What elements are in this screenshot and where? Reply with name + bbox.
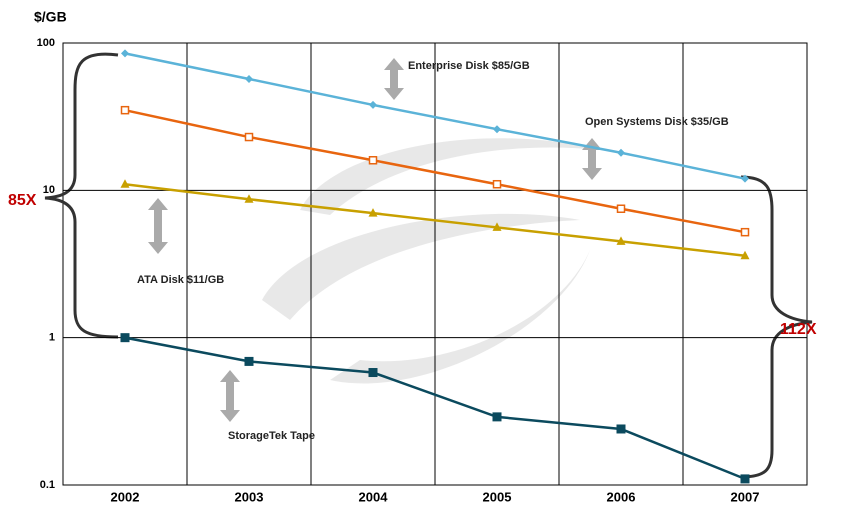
annotation: 112X (780, 321, 817, 338)
point (120, 179, 130, 188)
series-label: Enterprise Disk $85/GB (408, 60, 530, 72)
watermark-logo (262, 138, 600, 384)
point (616, 424, 626, 434)
point (740, 474, 750, 484)
series-line (124, 336, 746, 481)
point (740, 227, 750, 237)
y-tick-label: 0.1 (40, 479, 55, 491)
point (368, 368, 378, 378)
point (740, 250, 750, 260)
annotation: 85X (8, 192, 37, 209)
series-label: ATA Disk $11/GB (137, 274, 224, 286)
point (493, 125, 501, 134)
point (741, 174, 749, 183)
x-tick-label: 2007 (731, 489, 760, 504)
x-tick-label: 2005 (483, 489, 512, 504)
point (617, 148, 625, 157)
point (492, 412, 502, 422)
point (244, 356, 254, 366)
point (121, 49, 129, 58)
y-tick-label: 100 (37, 37, 55, 49)
x-tick-label: 2003 (235, 489, 264, 504)
x-tick-label: 2002 (111, 489, 140, 504)
category-dividers (186, 43, 684, 485)
x-tick-label: 2004 (359, 489, 389, 504)
series-line (124, 182, 746, 257)
series-label: Open Systems Disk $35/GB (585, 116, 729, 128)
point (369, 100, 377, 109)
point (120, 105, 130, 115)
right-brace (740, 175, 813, 479)
x-tick-label: 2006 (607, 489, 636, 504)
left-brace (44, 52, 119, 339)
point (120, 333, 130, 343)
point (244, 132, 254, 142)
y-axis-title: $/GB (34, 9, 67, 25)
point (368, 156, 378, 165)
point (616, 204, 626, 213)
point (368, 208, 378, 217)
series-line (124, 108, 746, 234)
y-tick-label: 10 (43, 184, 55, 196)
point (245, 74, 253, 83)
y-tick-label: 1 (49, 332, 55, 344)
point (492, 179, 502, 189)
series-label: StorageTek Tape (228, 430, 315, 442)
point (616, 236, 626, 245)
point (244, 194, 254, 203)
point (492, 222, 502, 231)
series-line (124, 52, 746, 180)
